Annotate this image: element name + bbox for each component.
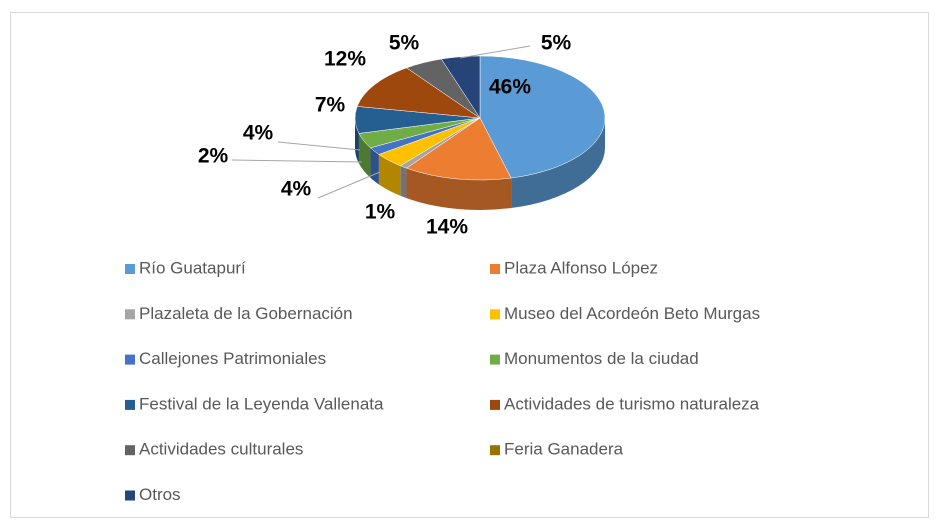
data-label: 12% (324, 48, 366, 71)
legend-label: Actividades de turismo naturaleza (504, 394, 760, 413)
pie-slice (405, 117, 512, 181)
legend-label: Monumentos de la ciudad (504, 349, 699, 368)
data-label: 5% (541, 32, 572, 55)
data-label: 2% (198, 145, 229, 168)
legend-label: Actividades culturales (139, 440, 303, 459)
legend-swatch (125, 309, 135, 320)
pie-side (378, 154, 401, 196)
data-labels: 46% 14% 1% 4% 2% 4% 7% 12% 5% 5% (198, 32, 572, 239)
legend-swatch (490, 354, 500, 365)
pie-slice (440, 55, 481, 119)
legend-label: Callejones Patrimoniales (139, 349, 326, 368)
pie-slice (356, 67, 481, 119)
data-label: 1% (365, 201, 396, 224)
legend-swatch (125, 399, 135, 410)
pie-side (511, 118, 605, 209)
data-label: 7% (315, 94, 346, 117)
legend-label: Plazaleta de la Gobernación (139, 304, 353, 323)
leader-line (317, 171, 381, 199)
data-label: 46% (489, 76, 531, 99)
data-label: 4% (281, 178, 312, 201)
leader-line (231, 159, 363, 163)
legend-swatch (490, 309, 500, 320)
leader-line (459, 45, 531, 59)
legend-label: Feria Ganadera (504, 440, 624, 459)
legend-swatch (125, 264, 135, 274)
legend-label: Museo del Acordeón Beto Murgas (504, 304, 760, 323)
pie-slice (479, 55, 606, 179)
pie-side (406, 168, 512, 210)
legend: Río Guatapurí Plaza Alfonso López Plazalet… (125, 258, 760, 504)
legend-swatch (490, 445, 500, 456)
data-label: 4% (243, 122, 274, 145)
pie-side (400, 165, 407, 199)
legend-swatch (125, 354, 135, 365)
legend-label: Festival de la Leyenda Vallenata (139, 394, 384, 413)
legend-label: Plaza Alfonso López (504, 258, 658, 277)
legend-swatch (125, 490, 135, 501)
legend-swatch (490, 264, 500, 274)
legend-swatch (125, 445, 135, 456)
pie-side (355, 118, 359, 164)
pie-sides (355, 118, 605, 210)
legend-label: Río Guatapurí (139, 258, 246, 277)
data-label: 5% (389, 32, 420, 55)
legend-label: Otros (139, 485, 181, 504)
leader-line (277, 141, 361, 151)
legend-swatch (490, 399, 500, 410)
pie-tops (354, 55, 606, 181)
pie-side (358, 133, 371, 178)
data-label: 14% (426, 216, 468, 239)
